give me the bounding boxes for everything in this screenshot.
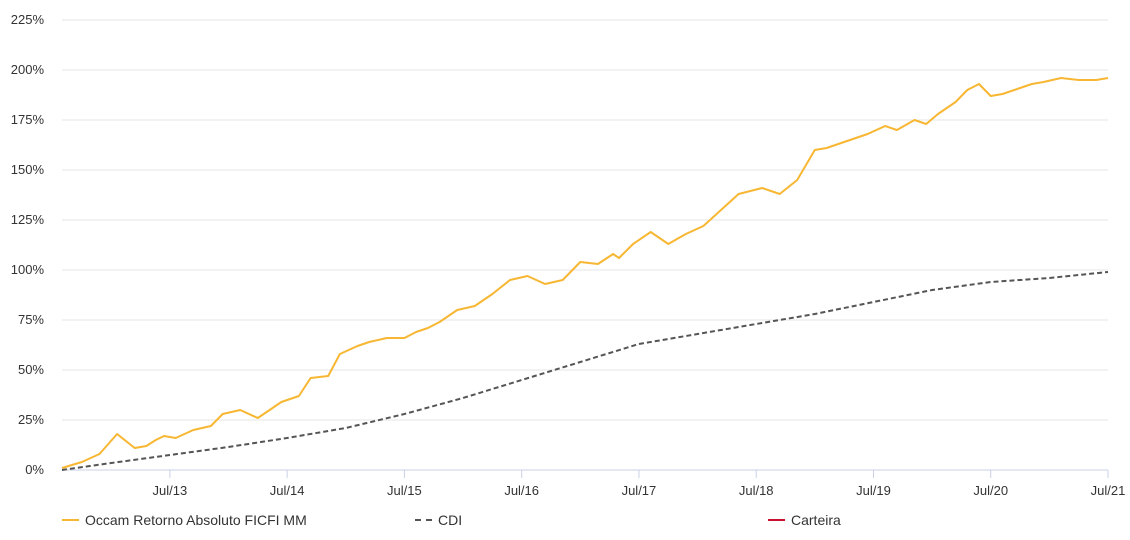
y-tick-label: 100% [11,262,45,277]
x-axis: Jul/13 Jul/14 Jul/15 Jul/16 Jul/17 Jul/18 Jul/… [62,469,1126,498]
legend-item-carteira[interactable]: Carteira [768,512,841,528]
series-layer [61,77,1109,471]
series-line-occam [61,77,1109,469]
y-tick-label: 50% [18,362,44,377]
x-tick-label: Jul/17 [622,483,657,498]
x-tick-label: Jul/16 [504,483,539,498]
x-tick-label: Jul/13 [153,483,188,498]
legend-swatch-occam [62,519,79,521]
x-tick-label: Jul/19 [856,483,891,498]
legend-swatch-cdi [415,519,432,521]
legend-label-carteira: Carteira [791,512,841,528]
x-tick-label: Jul/14 [270,483,305,498]
x-tick-label: Jul/18 [739,483,774,498]
y-tick-label: 200% [11,62,45,77]
y-axis: 0% 25% 50% 75% 100% 125% 150% 175% 200% 225% [11,12,45,477]
grid-lines [62,19,1108,471]
y-tick-label: 75% [18,312,44,327]
legend-item-occam[interactable]: Occam Retorno Absoluto FICFI MM [62,512,307,528]
legend-item-cdi[interactable]: CDI [415,512,462,528]
y-tick-label: 175% [11,112,45,127]
series-line-cdi [61,271,1109,471]
y-tick-label: 0% [25,462,44,477]
x-tick-label: Jul/21 [1091,483,1126,498]
y-tick-label: 125% [11,212,45,227]
y-tick-label: 225% [11,12,45,27]
y-tick-label: 25% [18,412,44,427]
x-tick-label: Jul/15 [387,483,422,498]
line-chart: 0% 25% 50% 75% 100% 125% 150% 175% 200% 225% Jul/… [11,12,1126,498]
y-tick-label: 150% [11,162,45,177]
legend-label-cdi: CDI [438,512,463,528]
x-tick-label: Jul/20 [973,483,1008,498]
legend: Occam Retorno Absoluto FICFI MM CDI Cart… [0,512,1130,536]
legend-swatch-carteira [768,519,785,521]
legend-label-occam: Occam Retorno Absoluto FICFI MM [85,512,307,528]
